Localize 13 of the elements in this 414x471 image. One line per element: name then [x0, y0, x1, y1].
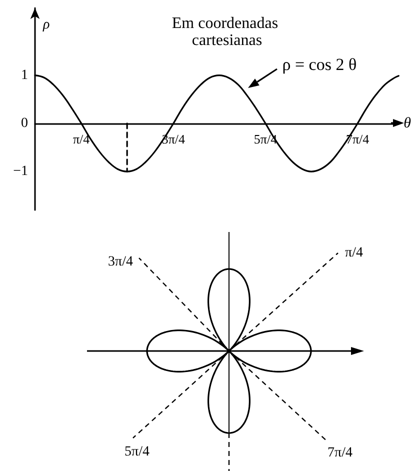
annotation: ρ = cos 2 θ — [282, 55, 357, 74]
x-tick-label: π/4 — [72, 131, 90, 146]
y-tick-label: 0 — [21, 116, 28, 131]
text: π/4 — [345, 246, 363, 260]
y-tick-label: −1 — [13, 164, 28, 180]
x-axis-title: θ — [404, 115, 412, 132]
text: 5π/4 — [124, 444, 150, 460]
x-tick-label: 3π/4 — [162, 131, 186, 146]
text: 3π/4 — [108, 254, 133, 270]
text: Em coordenadas cartesianas — [172, 15, 282, 49]
y-tick-label: 1 — [21, 68, 28, 83]
y-axis-title: ρ — [42, 18, 50, 32]
text: 7π/4 — [328, 446, 352, 460]
